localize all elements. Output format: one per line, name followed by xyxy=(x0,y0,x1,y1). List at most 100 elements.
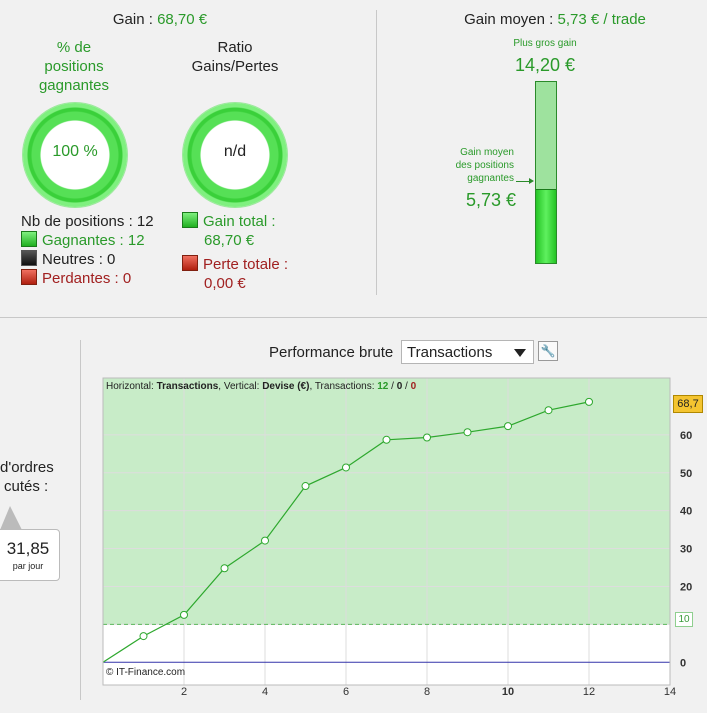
green-square-icon xyxy=(21,231,37,247)
gain-moyen-positions-value: 5,73 € xyxy=(465,190,516,210)
data-point xyxy=(180,610,188,619)
x-tick-label: 2 xyxy=(181,686,187,698)
red-square-icon xyxy=(182,255,198,271)
perte-totale-value: 0,00 € xyxy=(204,275,246,292)
data-point xyxy=(301,482,310,491)
info-text: , Vertical: xyxy=(218,381,263,392)
gain-value: 68,70 € xyxy=(157,11,208,28)
x-tick-label: 12 xyxy=(583,686,595,698)
ordres-line: d'ordres xyxy=(0,459,54,476)
ordres-line: cutés : xyxy=(4,478,49,495)
pct-winning-title: % de positions gagnantes xyxy=(20,38,128,95)
plot-border xyxy=(102,377,671,686)
bubble-pointer xyxy=(0,506,22,530)
legend-gagnantes: Gagnantes : 12 xyxy=(21,231,154,250)
gagnantes-label: Gagnantes : 12 xyxy=(42,232,145,249)
data-point xyxy=(423,433,431,442)
gain-total-label: Gain total : xyxy=(203,213,276,230)
gain-tube-fill xyxy=(536,189,556,263)
chart-info: Horizontal: Transactions, Vertical: Devi… xyxy=(106,381,416,392)
arrow-right-icon xyxy=(516,178,534,184)
gain-total-value: 68,70 € xyxy=(204,232,255,249)
gain-moyen-positions-label: Gain moyen des positions gagnantes xyxy=(430,146,514,185)
neutres-label: Neutres : 0 xyxy=(42,251,116,268)
perte-totale-block: Perte totale : 0,00 € xyxy=(182,255,288,293)
watermark: © IT-Finance.com xyxy=(106,667,186,678)
left-panel-divider xyxy=(80,340,81,700)
info-text: , Transactions: xyxy=(309,381,378,392)
gain-moyen-label: Gain moyen : xyxy=(464,11,558,28)
gmp-line: des positions xyxy=(455,160,514,171)
y-tick-label: 50 xyxy=(680,468,692,480)
info-text: Horizontal: xyxy=(106,381,157,392)
pct-title-line: gagnantes xyxy=(38,77,110,94)
gain-moyen-value: 5,73 € / trade xyxy=(557,11,646,28)
info-value: Devise (€) xyxy=(262,381,310,392)
y-tick-label: 20 xyxy=(680,581,692,593)
x-tick-label: 14 xyxy=(664,686,676,698)
x-tick-label: 10 xyxy=(502,686,514,698)
y-tick-label: 30 xyxy=(680,544,692,556)
ordres-label: d'ordres cutés : xyxy=(0,458,54,496)
orders-per-day-bubble: 31,85 par jour xyxy=(0,529,60,581)
info-count-neutral: 0 xyxy=(396,381,403,392)
black-square-icon xyxy=(21,250,37,266)
positions-breakdown: Nb de positions : 12 Gagnantes : 12 Neut… xyxy=(21,212,154,288)
red-square-icon xyxy=(21,269,37,285)
gain-moyen-header: Gain moyen : 5,73 € / trade xyxy=(420,11,690,28)
ratio-gauge: n/d xyxy=(183,103,287,207)
y-tick-label: 0 xyxy=(680,657,686,669)
x-tick-label: 8 xyxy=(424,686,430,698)
performance-title: Performance brute xyxy=(269,344,394,361)
pct-title-line: % de xyxy=(56,39,92,56)
chevron-down-icon xyxy=(514,349,526,357)
ratio-title-line: Ratio xyxy=(217,39,253,56)
x-tick-label: 4 xyxy=(262,686,268,698)
data-point xyxy=(261,536,269,545)
gmp-line: Gain moyen xyxy=(460,147,514,158)
info-sep: / xyxy=(402,381,411,392)
data-point xyxy=(220,564,229,573)
x-tick-label: 6 xyxy=(343,686,349,698)
gain-tube xyxy=(535,81,557,264)
gmp-line: gagnantes xyxy=(467,173,514,184)
data-point xyxy=(382,435,391,444)
last-value-badge: 68,7 xyxy=(673,395,703,413)
green-square-icon xyxy=(182,212,198,228)
info-value: Transactions xyxy=(156,381,219,392)
gain-total-block: Gain total : 68,70 € xyxy=(182,212,276,250)
pct-winning-gauge: 100 % xyxy=(23,103,127,207)
y-tick-label: 60 xyxy=(680,430,692,442)
perte-totale-label: Perte totale : xyxy=(203,256,289,273)
ratio-title-line: Gains/Pertes xyxy=(191,58,279,75)
performance-mode-select[interactable]: Transactions xyxy=(401,340,534,364)
nb-positions: Nb de positions : 12 xyxy=(21,213,154,230)
info-count-loss: 0 xyxy=(410,381,417,392)
data-point xyxy=(504,422,512,431)
ratio-title: Ratio Gains/Pertes xyxy=(175,38,295,76)
orders-per-day-unit: par jour xyxy=(12,561,44,571)
data-point xyxy=(342,463,350,472)
pct-title-line: positions xyxy=(44,58,104,75)
data-point xyxy=(139,632,148,641)
profit-zone xyxy=(103,378,670,625)
plus-gros-gain-value: 14,20 € xyxy=(514,55,576,75)
data-point xyxy=(544,406,553,415)
y-tick-label: 40 xyxy=(680,506,692,518)
data-point xyxy=(585,397,593,406)
wrench-icon[interactable]: 🔧 xyxy=(538,341,558,361)
gain-header: Gain : 68,70 € xyxy=(80,11,240,28)
ratio-value: n/d xyxy=(223,143,247,160)
orders-per-day-value: 31,85 xyxy=(6,539,50,558)
legend-perdantes: Perdantes : 0 xyxy=(21,269,154,288)
threshold-badge: 10 xyxy=(675,612,693,627)
plus-gros-gain-label: Plus gros gain xyxy=(513,38,577,49)
section-divider-h xyxy=(0,317,707,318)
info-sep: / xyxy=(388,381,397,392)
info-count-win: 12 xyxy=(377,381,389,392)
perdantes-label: Perdantes : 0 xyxy=(42,270,132,287)
pct-winning-value: 100 % xyxy=(52,143,98,160)
legend-neutres: Neutres : 0 xyxy=(21,250,154,269)
select-value: Transactions xyxy=(407,344,493,361)
